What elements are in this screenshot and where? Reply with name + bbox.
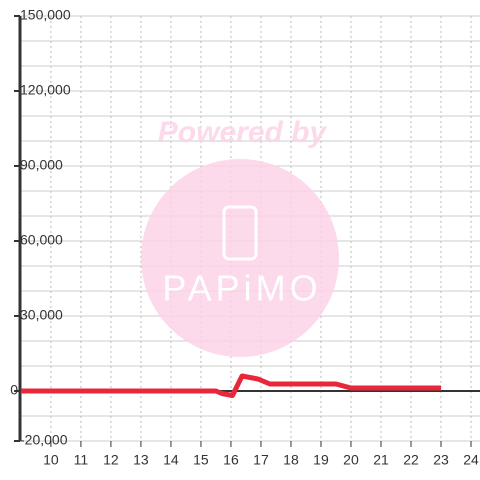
y-tick-label: 60,000 xyxy=(20,232,63,248)
y-tick-label: 0 xyxy=(10,382,18,398)
y-tick-label: 120,000 xyxy=(20,82,71,98)
x-tick-label: 21 xyxy=(373,452,389,468)
x-tick-label: 16 xyxy=(223,452,239,468)
watermark-logo: PAPiMO xyxy=(162,268,321,309)
y-tick-label: -20,000 xyxy=(20,432,68,448)
x-tick-label: 17 xyxy=(253,452,269,468)
y-tick-label: 90,000 xyxy=(20,157,63,173)
y-tick-label: 30,000 xyxy=(20,307,63,323)
x-tick-label: 13 xyxy=(133,452,149,468)
x-tick-label: 19 xyxy=(313,452,329,468)
x-tick-label: 18 xyxy=(283,452,299,468)
x-tick-label: 15 xyxy=(193,452,209,468)
x-tick-label: 20 xyxy=(343,452,359,468)
y-tick-label: 150,000 xyxy=(20,7,71,23)
data-line xyxy=(20,373,441,398)
x-tick-label: 10 xyxy=(43,452,59,468)
watermark-caption: Powered by xyxy=(158,116,328,149)
watermark-phone xyxy=(222,205,258,261)
x-tick-label: 22 xyxy=(403,452,419,468)
x-tick-label: 23 xyxy=(433,452,449,468)
x-tick-label: 12 xyxy=(103,452,119,468)
x-tick-label: 24 xyxy=(463,452,479,468)
x-tick-label: 11 xyxy=(74,452,89,468)
watermark: Powered by PAPiMO xyxy=(141,116,339,357)
x-tick-label: 14 xyxy=(163,452,179,468)
